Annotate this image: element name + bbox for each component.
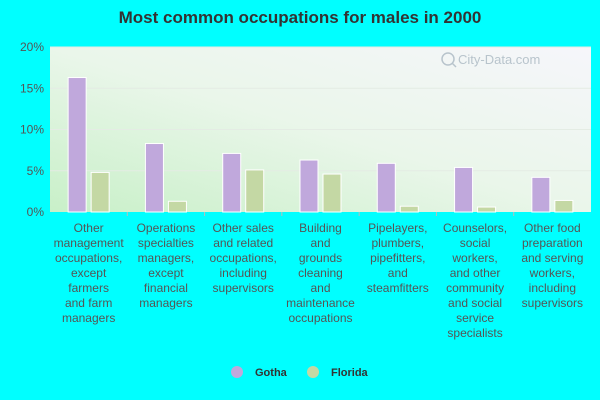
bar-florida [167,200,187,213]
bar-florida [477,206,497,213]
watermark-icon-handle [451,62,457,68]
x-category-label: Other management occupations, except farmers… [54,221,125,325]
y-tick-label: 15% [20,81,44,95]
watermark-icon [441,52,455,66]
bar-gotha [531,176,551,213]
bar-florida [90,171,110,213]
watermark-text: City-Data.com [458,52,540,67]
bar-gotha [67,77,87,213]
legend-swatch-gotha [231,366,243,378]
x-category-label: Counselors, social workers, and other commun… [443,221,507,340]
chart-title: Most common occupations for males in 200… [118,8,482,27]
x-category-label: Operations specialties managers, except fina… [137,221,196,310]
bar-gotha [299,159,319,213]
legend-label-florida: Florida [331,367,369,379]
y-tick-label: 5% [27,164,45,178]
bar-gotha [454,166,474,213]
y-tick-label: 0% [27,205,45,219]
x-category-label: Pipelayers, plumbers, pipefitters, and steam… [367,221,429,295]
legend-label-gotha: Gotha [255,367,288,379]
y-tick-label: 10% [20,123,44,137]
x-category-label: Other sales and related occupations, includ… [210,221,277,295]
bar-gotha [222,152,242,213]
legend-swatch-florida [307,366,319,378]
y-tick-label: 20% [20,40,44,54]
bar-gotha [144,143,164,213]
x-category-label: Building and grounds cleaning and maintenance… [286,221,355,325]
watermark: City-Data.com [441,52,540,68]
bar-florida [399,205,419,213]
x-category-label: Other food preparation and serving workers,… [521,221,583,310]
bar-florida [245,169,265,213]
bar-gotha [376,162,396,213]
bar-florida [554,199,574,213]
bar-florida [322,173,342,213]
